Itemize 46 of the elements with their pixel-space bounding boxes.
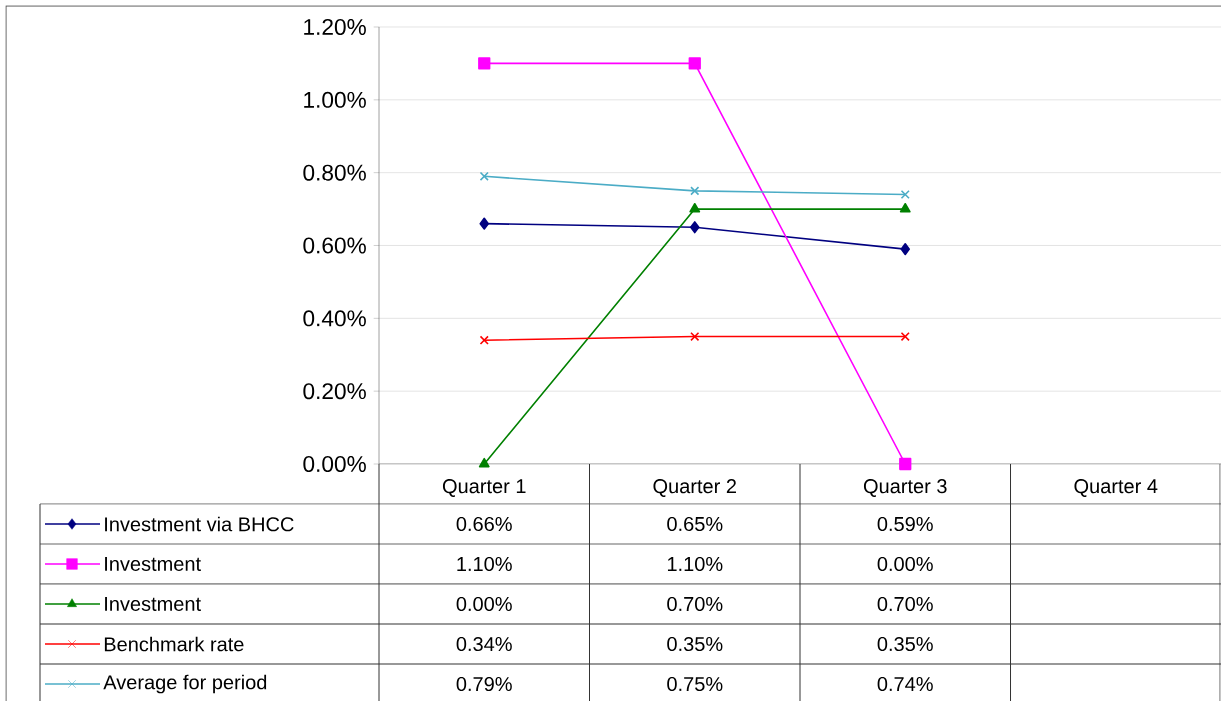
point xyxy=(688,57,701,70)
point xyxy=(900,331,910,342)
data-label: 0.65% xyxy=(667,516,723,532)
data-label: 1.10% xyxy=(667,556,723,572)
y-tick-label: 1.20% xyxy=(304,18,366,36)
x-tick-label: Quarter 1 xyxy=(442,479,526,497)
data-label: 0.00% xyxy=(456,596,512,612)
data-label: 0.75% xyxy=(667,676,723,692)
y-tick-label: 0.20% xyxy=(303,383,366,400)
legend-label: Benchmark rate xyxy=(104,636,244,652)
point xyxy=(479,171,489,181)
data-label: 0.70% xyxy=(877,596,933,612)
data-label: 0.59% xyxy=(877,516,933,532)
point xyxy=(689,202,701,213)
y-tick-label: 0.60% xyxy=(303,237,366,254)
point xyxy=(689,221,700,234)
data-label: 0.74% xyxy=(877,676,933,692)
y-tick-label: 0.40% xyxy=(303,310,366,327)
legend-label: Average for period xyxy=(103,674,267,694)
y-tick-label: 0.00% xyxy=(303,455,366,473)
data-label: 0.79% xyxy=(456,676,512,692)
y-tick-label: 0.80% xyxy=(303,164,366,181)
legend-label: Investment via BHCC xyxy=(105,516,294,532)
data-label: 0.66% xyxy=(456,516,512,532)
point xyxy=(478,57,491,70)
x-tick-label: Quarter 3 xyxy=(863,479,947,497)
legend-label: Investment xyxy=(105,597,201,611)
point xyxy=(899,457,912,471)
point xyxy=(899,202,911,213)
data-label: 0.34% xyxy=(456,636,512,652)
x-tick-label: Quarter 2 xyxy=(653,479,736,497)
y-tick-label: 1.00% xyxy=(304,91,366,108)
point xyxy=(478,457,490,468)
data-label: 0.35% xyxy=(667,636,723,652)
data-label: 0.00% xyxy=(877,556,933,572)
data-label: 0.70% xyxy=(667,596,723,612)
point xyxy=(900,243,911,256)
point xyxy=(690,331,700,342)
point xyxy=(479,217,490,230)
point xyxy=(900,189,910,200)
data-label: 0.35% xyxy=(877,636,933,652)
point xyxy=(479,335,489,345)
x-tick-label: Quarter 4 xyxy=(1074,479,1158,497)
legend-label: Investment xyxy=(105,557,201,571)
point xyxy=(690,186,700,196)
data-label: 1.10% xyxy=(457,556,512,572)
